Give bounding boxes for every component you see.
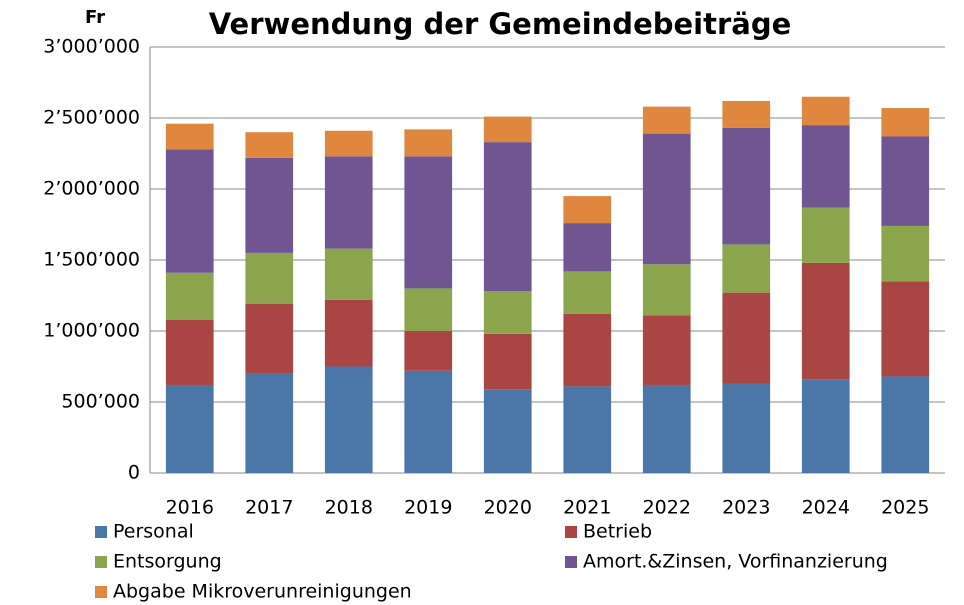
bar-segment bbox=[245, 373, 294, 473]
y-tick-label: 1’000’000 bbox=[43, 320, 140, 342]
bar-segment bbox=[245, 132, 294, 158]
legend-label: Abgabe Mikroverunreinigungen bbox=[113, 581, 412, 603]
bar-segment bbox=[881, 108, 930, 137]
bar-segment bbox=[245, 157, 294, 253]
bar-segment bbox=[801, 125, 850, 208]
bar-segment bbox=[324, 366, 373, 473]
y-tick-label: 2’500’000 bbox=[43, 107, 140, 129]
bar-segment bbox=[165, 319, 214, 385]
bar-segment bbox=[165, 123, 214, 150]
legend-swatch bbox=[95, 556, 107, 568]
bar-segment bbox=[722, 127, 771, 245]
bar-segment bbox=[404, 331, 453, 371]
bar-segment bbox=[245, 304, 294, 374]
bar-segment bbox=[642, 133, 691, 265]
bar-segment bbox=[483, 389, 532, 473]
legend-label: Betrieb bbox=[583, 521, 652, 543]
y-tick-label: 500’000 bbox=[61, 391, 140, 413]
bar-segment bbox=[404, 156, 453, 289]
bar-segment bbox=[563, 313, 612, 387]
bar-segment bbox=[404, 370, 453, 473]
bar-segment bbox=[801, 379, 850, 473]
bar-segment bbox=[881, 136, 930, 226]
bar-segment bbox=[642, 315, 691, 385]
x-tick-label: 2017 bbox=[245, 497, 293, 519]
x-tick-label: 2024 bbox=[802, 497, 850, 519]
x-tick-label: 2019 bbox=[404, 497, 452, 519]
legend-label: Entsorgung bbox=[113, 551, 222, 573]
bar-segment bbox=[881, 225, 930, 282]
legend-swatch bbox=[95, 586, 107, 598]
bar-segment bbox=[801, 262, 850, 380]
bar-segment bbox=[642, 264, 691, 316]
bar-segment bbox=[483, 142, 532, 292]
bar-segment bbox=[722, 292, 771, 384]
x-tick-label: 2018 bbox=[325, 497, 373, 519]
y-tick-label: 0 bbox=[128, 462, 140, 484]
y-tick-label: 1’500’000 bbox=[43, 249, 140, 271]
legend-label: Personal bbox=[113, 521, 194, 543]
bar-segment bbox=[324, 156, 373, 249]
bar-segment bbox=[165, 384, 214, 473]
bar-segment bbox=[483, 116, 532, 143]
bar-segment bbox=[881, 376, 930, 473]
legend-label: Amort.&Zinsen, Vorfinanzierung bbox=[583, 551, 888, 573]
y-axis-label: Fr bbox=[85, 7, 105, 28]
x-tick-label: 2016 bbox=[166, 497, 214, 519]
bar-segment bbox=[722, 244, 771, 293]
bar-segment bbox=[563, 223, 612, 272]
bar-segment bbox=[165, 272, 214, 320]
bar-segment bbox=[483, 333, 532, 390]
legend-swatch bbox=[95, 526, 107, 538]
chart-title: Verwendung der Gemeindebeiträge bbox=[209, 7, 792, 41]
bar-segment bbox=[404, 288, 453, 331]
bar-segment bbox=[404, 129, 453, 157]
bar-segment bbox=[642, 384, 691, 473]
bar-segment bbox=[642, 106, 691, 134]
bar-segment bbox=[324, 130, 373, 157]
x-tick-label: 2022 bbox=[643, 497, 691, 519]
bar-segment bbox=[563, 271, 612, 314]
bar-segment bbox=[563, 196, 612, 224]
bar-segment bbox=[801, 96, 850, 126]
bar-segment bbox=[881, 281, 930, 377]
bar-segment bbox=[722, 100, 771, 128]
bar-segment bbox=[722, 383, 771, 473]
x-tick-label: 2021 bbox=[563, 497, 611, 519]
bar-segment bbox=[324, 299, 373, 367]
bar-segment bbox=[165, 149, 214, 273]
bar-segment bbox=[324, 248, 373, 300]
bar-segment bbox=[483, 291, 532, 334]
x-tick-label: 2023 bbox=[722, 497, 770, 519]
bar-segment bbox=[801, 207, 850, 263]
x-tick-label: 2020 bbox=[484, 497, 532, 519]
bar-segment bbox=[245, 252, 294, 305]
legend-swatch bbox=[565, 526, 577, 538]
y-tick-label: 2’000’000 bbox=[43, 178, 140, 200]
x-tick-label: 2025 bbox=[881, 497, 929, 519]
y-tick-label: 3’000’000 bbox=[43, 36, 140, 58]
legend-swatch bbox=[565, 556, 577, 568]
bar-segment bbox=[563, 386, 612, 473]
